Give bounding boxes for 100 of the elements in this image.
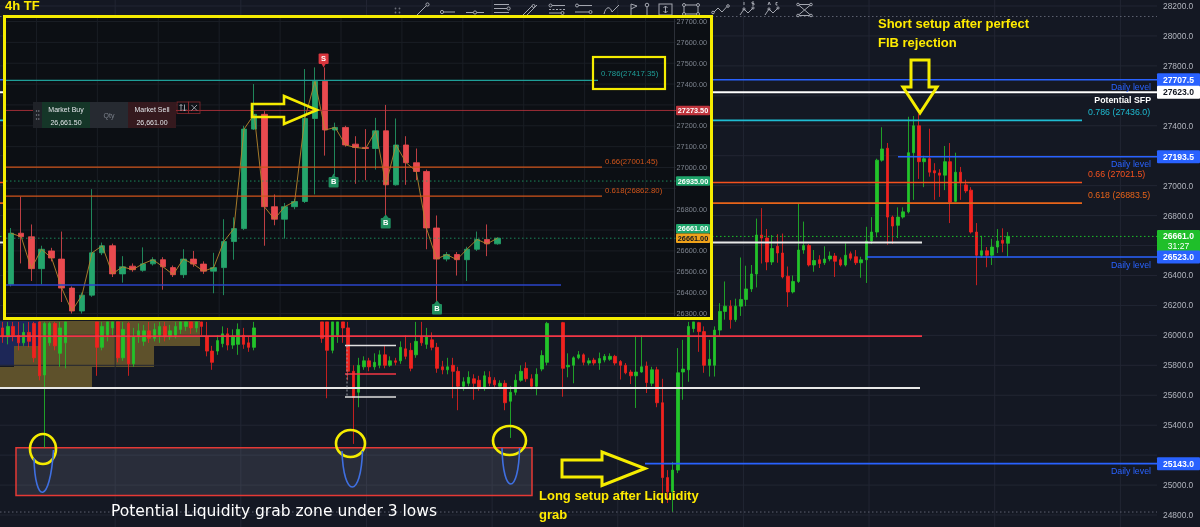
y-tick-label: 25400.0 bbox=[1163, 420, 1194, 431]
y-tick-label: 25800.0 bbox=[1163, 360, 1194, 371]
candlestick bbox=[985, 246, 989, 268]
candlestick bbox=[446, 357, 449, 375]
candlestick bbox=[818, 254, 821, 269]
candlestick bbox=[252, 321, 256, 351]
candlestick bbox=[943, 145, 947, 191]
candlestick bbox=[708, 339, 711, 377]
candlestick bbox=[132, 327, 135, 368]
candlestick bbox=[781, 233, 784, 279]
candlestick bbox=[423, 169, 430, 250]
candlestick bbox=[791, 275, 795, 294]
candlestick bbox=[886, 142, 889, 246]
candlestick bbox=[524, 361, 528, 383]
candlestick bbox=[378, 349, 381, 369]
candlestick bbox=[812, 249, 816, 273]
candlestick bbox=[195, 321, 198, 333]
candlestick bbox=[922, 155, 926, 188]
candlestick bbox=[859, 256, 863, 279]
candlestick bbox=[572, 355, 575, 384]
candlestick bbox=[692, 321, 695, 333]
y-tick-label: 25600.0 bbox=[1163, 390, 1194, 401]
candlestick bbox=[519, 364, 523, 383]
y-tick-label: 27400.0 bbox=[1163, 120, 1194, 131]
candlestick bbox=[462, 376, 465, 392]
candlestick bbox=[383, 345, 387, 369]
ref-line-label: 0.66 (27021.5) bbox=[1088, 169, 1146, 180]
candlestick bbox=[503, 379, 507, 411]
candlestick bbox=[655, 366, 659, 408]
candlestick bbox=[561, 321, 565, 398]
candlestick bbox=[619, 359, 622, 380]
candlestick bbox=[975, 222, 978, 286]
candlestick bbox=[420, 321, 423, 347]
candlestick bbox=[216, 334, 219, 356]
y-tick-label: 28200.0 bbox=[1163, 0, 1194, 11]
candlestick bbox=[362, 128, 369, 181]
candlestick bbox=[342, 125, 349, 148]
candlestick bbox=[441, 360, 444, 375]
candlestick bbox=[394, 357, 397, 366]
candlestick bbox=[158, 321, 161, 344]
candlestick bbox=[603, 353, 606, 363]
line-series bbox=[10, 80, 498, 312]
candlestick bbox=[414, 321, 418, 359]
candlestick bbox=[111, 321, 114, 336]
candlestick bbox=[823, 245, 826, 266]
candlestick bbox=[409, 342, 413, 372]
candlestick bbox=[891, 215, 894, 245]
candlestick bbox=[174, 321, 177, 339]
candlestick bbox=[498, 379, 502, 390]
y-tick-label: 24800.0 bbox=[1163, 510, 1194, 521]
candlestick bbox=[509, 385, 512, 439]
y-tick-label: 27800.0 bbox=[1163, 60, 1194, 71]
annotation: 27623.0 bbox=[1162, 87, 1195, 98]
ref-line-label: Daily level bbox=[1110, 466, 1152, 477]
candlestick bbox=[48, 247, 55, 262]
ref-line-label: Potential SFP bbox=[1094, 94, 1152, 105]
candlestick bbox=[645, 361, 648, 394]
candlestick bbox=[189, 321, 193, 335]
annotation: 26661.0 bbox=[1162, 231, 1195, 242]
candlestick bbox=[493, 376, 496, 389]
candlestick bbox=[577, 350, 580, 360]
candlestick bbox=[729, 299, 732, 330]
candlestick bbox=[959, 166, 962, 201]
candlestick bbox=[760, 207, 763, 264]
candlestick bbox=[713, 325, 716, 377]
candlestick bbox=[331, 321, 334, 354]
candlestick bbox=[587, 357, 591, 366]
candlestick bbox=[844, 242, 847, 267]
ref-line-label: Daily level bbox=[1110, 159, 1152, 170]
candlestick bbox=[200, 321, 203, 336]
candlestick bbox=[839, 257, 842, 267]
candlestick bbox=[629, 369, 633, 385]
candlestick bbox=[954, 152, 957, 203]
band-label: Potential Liquidity grab zone under 3 lows bbox=[110, 502, 438, 520]
y-tick-label: 28000.0 bbox=[1163, 30, 1194, 41]
candlestick bbox=[425, 327, 428, 350]
candlestick bbox=[79, 292, 85, 314]
candlestick bbox=[38, 245, 45, 285]
candlestick bbox=[854, 249, 858, 266]
candlestick bbox=[917, 113, 921, 180]
candlestick bbox=[109, 243, 116, 278]
annotation: Short setup after perfect FIB rejection bbox=[878, 15, 1030, 52]
text: 31:27 bbox=[1167, 240, 1190, 251]
candlestick bbox=[928, 128, 931, 178]
candlestick bbox=[640, 334, 643, 374]
candlestick bbox=[530, 373, 533, 390]
candlestick bbox=[190, 250, 197, 268]
annotation: 27707.5 bbox=[1162, 74, 1195, 85]
candlestick bbox=[776, 233, 779, 264]
candlestick bbox=[367, 357, 371, 372]
chart-title: 4h TF bbox=[5, 0, 40, 13]
candlestick bbox=[388, 355, 392, 368]
candlestick bbox=[95, 321, 99, 377]
y-tick-label: 26200.0 bbox=[1163, 300, 1194, 311]
candlestick bbox=[833, 252, 837, 278]
candlestick bbox=[1001, 227, 1004, 253]
candlestick bbox=[180, 248, 187, 279]
annotation: 27193.5 bbox=[1162, 151, 1195, 162]
ref-line-label: Daily level bbox=[1110, 82, 1152, 93]
candlestick bbox=[535, 367, 538, 396]
